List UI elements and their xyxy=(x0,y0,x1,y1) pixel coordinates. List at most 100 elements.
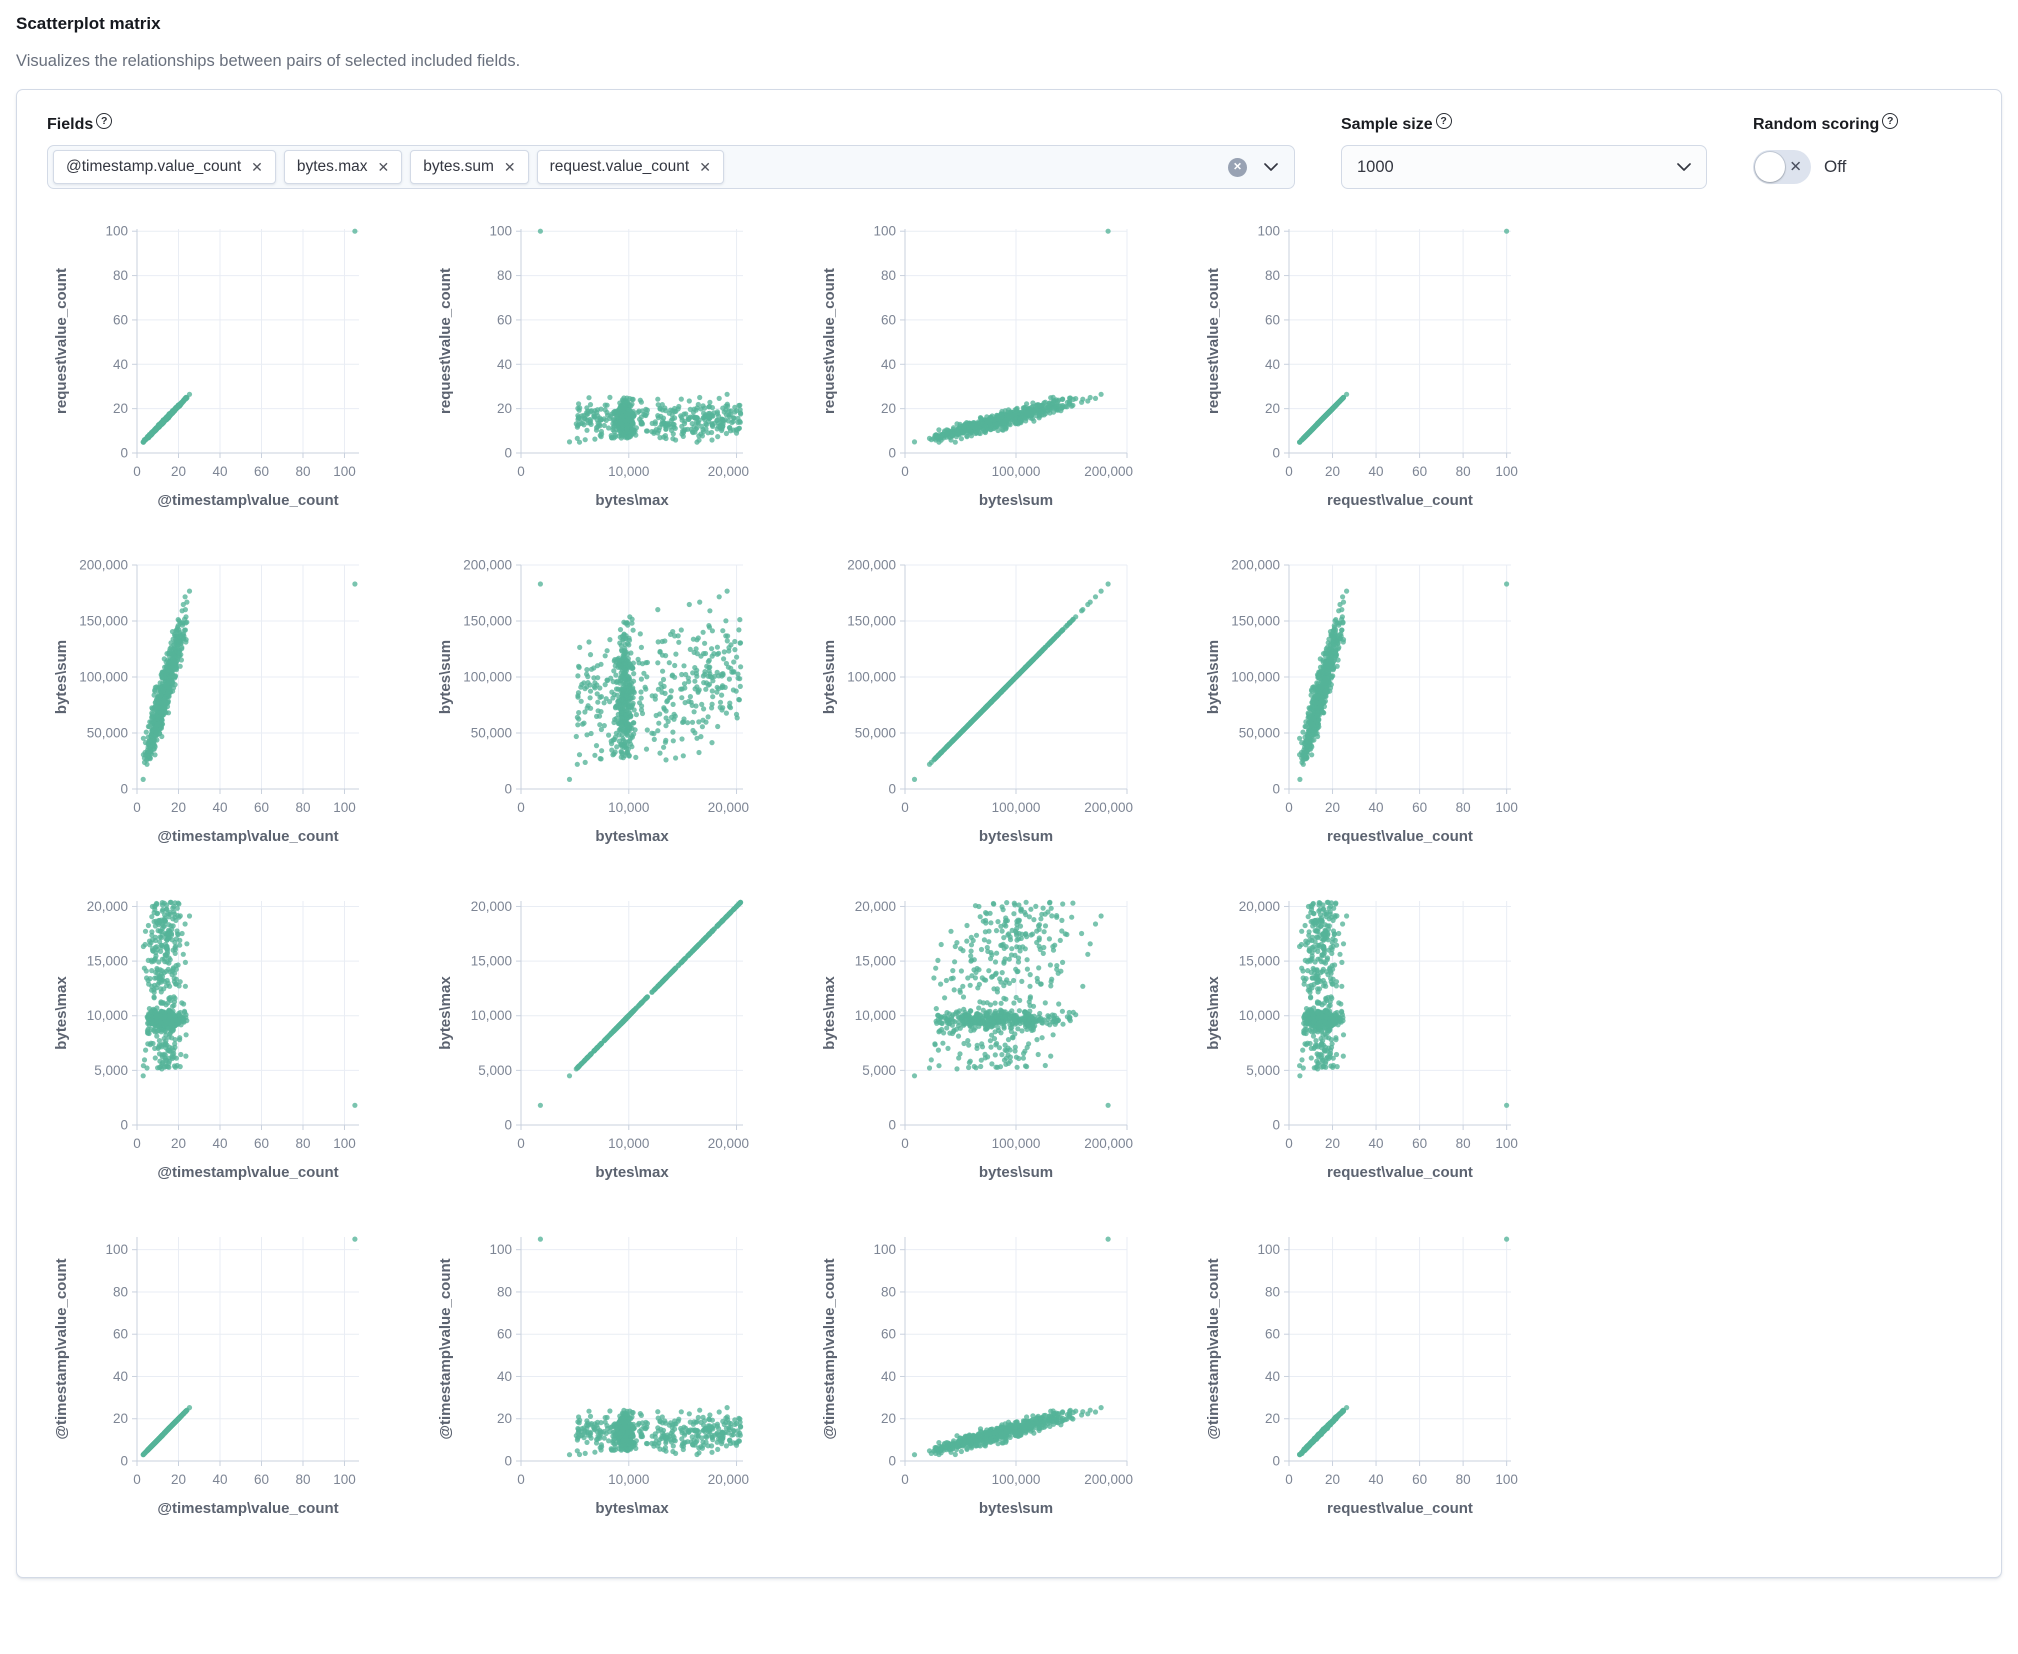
scatter-chart-bytes_sum-vs-request_value_count: 0 20 40 60 80 100 0 50,000 100,000 150,000 200,000… xyxy=(1199,551,1577,881)
scatter-chart-request_value_count-vs-bytes_max: 0 10,000 20,000 0 20 40 60 80 100 request\value_c… xyxy=(431,215,809,545)
svg-text:10,000: 10,000 xyxy=(608,800,649,815)
svg-text:150,000: 150,000 xyxy=(463,614,512,629)
svg-text:60: 60 xyxy=(1412,464,1427,479)
svg-text:40: 40 xyxy=(212,464,227,479)
svg-text:0: 0 xyxy=(517,800,525,815)
svg-text:bytes\sum: bytes\sum xyxy=(437,640,454,714)
svg-text:100,000: 100,000 xyxy=(847,670,896,685)
chevron-down-icon xyxy=(1677,163,1691,171)
svg-text:0: 0 xyxy=(888,782,896,797)
remove-field-icon[interactable]: ✕ xyxy=(377,159,390,175)
sample-size-control: Sample size ? 1000 xyxy=(1341,113,1707,189)
svg-text:80: 80 xyxy=(1265,268,1280,283)
svg-text:50,000: 50,000 xyxy=(471,726,512,741)
svg-text:100: 100 xyxy=(489,224,512,239)
remove-field-icon[interactable]: ✕ xyxy=(503,159,516,175)
scatter-chart-bytes_sum-vs-bytes_sum: 0 100,000 200,000 0 50,000 100,000 150,000 200,… xyxy=(815,551,1193,881)
svg-text:100: 100 xyxy=(1495,464,1518,479)
svg-text:10,000: 10,000 xyxy=(608,464,649,479)
svg-text:100,000: 100,000 xyxy=(992,800,1041,815)
scatter-chart-timestamp_value_count-vs-timestamp_value_count: 0 20 40 60 80 100 0 20 40 60 80 100 @timestamp\value… xyxy=(47,1223,425,1553)
svg-text:0: 0 xyxy=(901,800,909,815)
svg-text:request\value_count: request\value_count xyxy=(437,268,454,414)
svg-text:100: 100 xyxy=(333,464,356,479)
svg-text:request\value_count: request\value_count xyxy=(1205,268,1222,414)
svg-text:60: 60 xyxy=(113,312,128,327)
svg-text:200,000: 200,000 xyxy=(1084,464,1133,479)
field-pill-label: @timestamp.value_count xyxy=(66,158,242,175)
random-scoring-toggle[interactable]: ✕ xyxy=(1753,150,1811,184)
clear-all-fields-icon[interactable]: ✕ xyxy=(1228,157,1247,177)
svg-text:@timestamp\value_count: @timestamp\value_count xyxy=(157,828,338,845)
svg-text:0: 0 xyxy=(504,446,512,461)
field-pill-label: request.value_count xyxy=(549,158,690,175)
random-scoring-label: Random scoring xyxy=(1753,116,1880,133)
sample-size-label: Sample size xyxy=(1341,116,1433,133)
toggle-knob xyxy=(1755,152,1785,182)
svg-text:20: 20 xyxy=(881,401,896,416)
svg-text:100,000: 100,000 xyxy=(79,670,128,685)
page-subtitle: Visualizes the relationships between pai… xyxy=(16,52,521,70)
chevron-down-icon[interactable] xyxy=(1264,163,1278,171)
svg-text:0: 0 xyxy=(133,464,141,479)
scatter-chart-bytes_max-vs-request_value_count: 0 20 40 60 80 100 0 5,000 10,000 15,000 20,000 byte… xyxy=(1199,887,1577,1217)
svg-text:0: 0 xyxy=(120,782,128,797)
selected-field-pills: @timestamp.value_count ✕ bytes.max ✕ bytes.s… xyxy=(53,150,724,184)
svg-text:40: 40 xyxy=(113,357,128,372)
svg-text:20,000: 20,000 xyxy=(708,800,749,815)
remove-field-icon[interactable]: ✕ xyxy=(699,159,711,175)
svg-text:0: 0 xyxy=(504,782,512,797)
fields-combobox[interactable]: @timestamp.value_count ✕ bytes.max ✕ bytes.s… xyxy=(47,145,1295,189)
svg-text:request\value_count: request\value_count xyxy=(1327,492,1473,509)
random-scoring-switch-row: ✕ Off xyxy=(1753,145,1898,189)
random-scoring-help-icon[interactable]: ? xyxy=(1882,113,1899,129)
svg-text:80: 80 xyxy=(295,464,310,479)
scatter-chart-request_value_count-vs-request_value_count: 0 20 40 60 80 100 0 20 40 60 80 100 request\value_co… xyxy=(1199,215,1577,545)
svg-text:20: 20 xyxy=(113,401,128,416)
fields-control: Fields ? @timestamp.value_count ✕ bytes.ma… xyxy=(47,113,1295,189)
svg-text:200,000: 200,000 xyxy=(79,558,128,573)
svg-text:20,000: 20,000 xyxy=(708,464,749,479)
controls-row: Fields ? @timestamp.value_count ✕ bytes.ma… xyxy=(47,113,1971,189)
fields-help-icon[interactable]: ? xyxy=(96,113,113,129)
scatter-chart-bytes_max-vs-bytes_max: 0 10,000 20,000 0 5,000 10,000 15,000 20,000 byt… xyxy=(431,887,809,1217)
sample-size-select[interactable]: 1000 xyxy=(1341,145,1707,189)
combobox-actions: ✕ xyxy=(1228,157,1282,177)
svg-text:100: 100 xyxy=(873,224,896,239)
svg-text:0: 0 xyxy=(517,464,525,479)
svg-text:200,000: 200,000 xyxy=(847,558,896,573)
random-scoring-state: Off xyxy=(1824,157,1847,176)
random-scoring-control: Random scoring ? ✕ Off xyxy=(1753,113,1899,189)
svg-text:40: 40 xyxy=(212,800,227,815)
field-pill-label: bytes.sum xyxy=(423,158,494,175)
scatterplot-matrix-panel: Fields ? @timestamp.value_count ✕ bytes.ma… xyxy=(16,89,2002,1578)
svg-text:60: 60 xyxy=(254,464,269,479)
svg-text:60: 60 xyxy=(254,800,269,815)
scatter-chart-timestamp_value_count-vs-bytes_sum: 0 100,000 200,000 0 20 40 60 80 100 @timestamp\va… xyxy=(815,1223,1193,1553)
field-pill-label: bytes.max xyxy=(296,158,368,175)
svg-text:40: 40 xyxy=(497,357,512,372)
svg-text:bytes\sum: bytes\sum xyxy=(53,640,70,714)
scatter-chart-timestamp_value_count-vs-request_value_count: 0 20 40 60 80 100 0 20 40 60 80 100 @timestamp\value… xyxy=(1199,1223,1577,1553)
field-pill: request.value_count ✕ xyxy=(536,150,724,184)
svg-text:60: 60 xyxy=(881,312,896,327)
svg-text:50,000: 50,000 xyxy=(87,726,128,741)
svg-text:@timestamp\value_count: @timestamp\value_count xyxy=(157,492,338,509)
scatter-chart-request_value_count-vs-timestamp_value_count: 0 20 40 60 80 100 0 20 40 60 80 100 request\value_co… xyxy=(47,215,425,545)
svg-text:20: 20 xyxy=(1325,464,1340,479)
scatterplot-matrix-grid: 0 20 40 60 80 100 0 20 40 60 80 100 request\value_co… xyxy=(47,215,1971,1553)
sample-size-label-row: Sample size ? xyxy=(1341,113,1707,134)
scatterplot-matrix-page: Scatterplot matrix Visualizes the relati… xyxy=(16,14,2002,1578)
svg-text:100: 100 xyxy=(105,224,128,239)
svg-text:100,000: 100,000 xyxy=(463,670,512,685)
svg-text:60: 60 xyxy=(1265,312,1280,327)
sample-size-help-icon[interactable]: ? xyxy=(1435,113,1452,129)
remove-field-icon[interactable]: ✕ xyxy=(251,159,263,175)
svg-text:100,000: 100,000 xyxy=(992,464,1041,479)
scatter-chart-bytes_sum-vs-timestamp_value_count: 0 20 40 60 80 100 0 50,000 100,000 150,000 200,000… xyxy=(47,551,425,881)
svg-text:60: 60 xyxy=(497,312,512,327)
field-pill: bytes.max ✕ xyxy=(283,150,403,184)
svg-text:150,000: 150,000 xyxy=(79,614,128,629)
page-title: Scatterplot matrix xyxy=(16,14,161,33)
svg-text:bytes\max: bytes\max xyxy=(595,492,669,509)
